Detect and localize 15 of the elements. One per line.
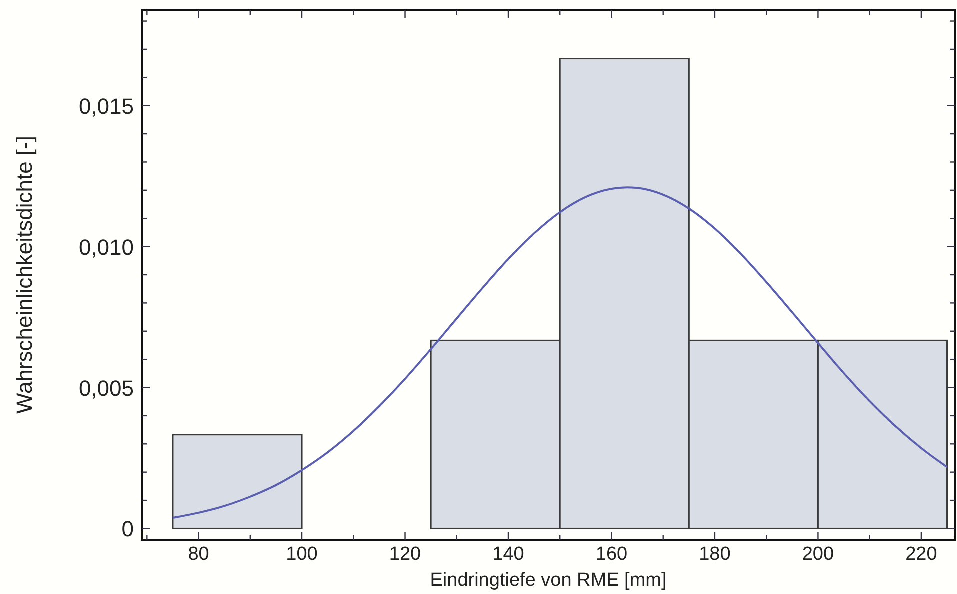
x-tick-label: 100 [286, 544, 318, 565]
x-tick-label: 180 [699, 544, 731, 565]
x-tick-label: 200 [802, 544, 834, 565]
x-tick-label: 160 [596, 544, 628, 565]
y-tick-label: 0,005 [78, 376, 134, 401]
x-tick-label: 120 [389, 544, 422, 565]
y-tick-label: 0,015 [78, 94, 134, 119]
x-tick-label: 220 [906, 544, 938, 565]
y-axis-title: Wahrscheinlichkeitsdichte [-] [12, 136, 37, 414]
x-tick-label: 140 [492, 544, 524, 565]
x-axis-title: Eindringtiefe von RME [mm] [430, 570, 667, 591]
x-tick-label: 80 [188, 544, 210, 565]
y-tick-label: 0,010 [78, 234, 134, 260]
line-series [172, 186, 948, 520]
y-tick-label: 0 [122, 516, 134, 542]
